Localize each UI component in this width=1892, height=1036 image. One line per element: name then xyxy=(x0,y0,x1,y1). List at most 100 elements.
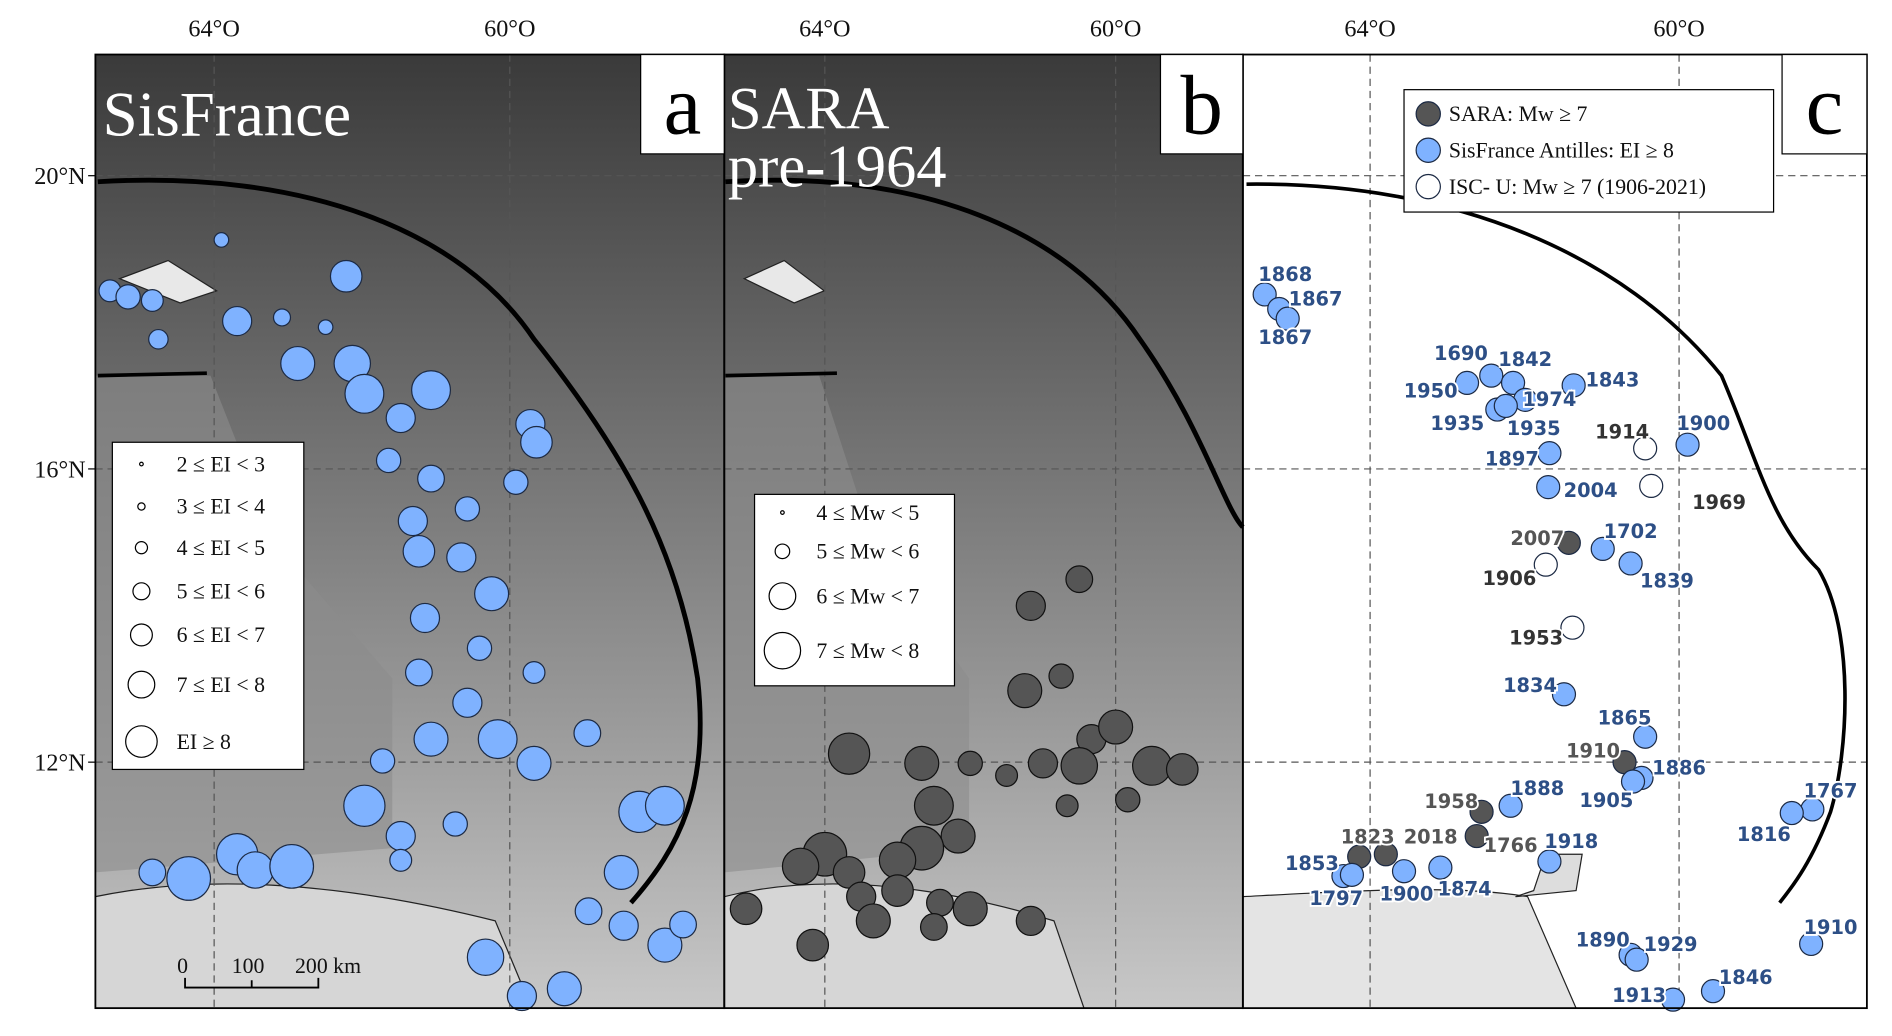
event-circle xyxy=(1533,552,1558,577)
trench xyxy=(1246,182,1847,904)
event-circle xyxy=(878,841,917,880)
event-circle xyxy=(1498,793,1523,818)
land xyxy=(723,883,1085,1009)
event-circle xyxy=(546,971,582,1007)
event-year: 1834 xyxy=(1503,674,1557,697)
event-circle xyxy=(452,687,483,718)
event-circle xyxy=(474,576,510,612)
event-year: 1897 xyxy=(1485,447,1539,470)
latitude-label: 12°N xyxy=(34,750,85,777)
legend-label: 6 ≤ Mw < 7 xyxy=(816,584,919,608)
event-circle xyxy=(1098,709,1134,745)
event-year: 1929 xyxy=(1644,933,1698,956)
event-circle xyxy=(952,891,988,927)
event-year: 1690 xyxy=(1434,342,1488,365)
legend-symbol xyxy=(1415,173,1441,200)
event-circle xyxy=(140,288,164,313)
panel-title: pre-1964 xyxy=(728,134,947,201)
event-year: 1890 xyxy=(1576,928,1630,951)
event-circle xyxy=(148,328,169,350)
scale-bar xyxy=(184,977,320,989)
event-circle xyxy=(644,785,685,826)
event-circle xyxy=(369,748,396,774)
event-year: 1900 xyxy=(1379,882,1433,905)
event-circle xyxy=(466,938,505,977)
legend-label: 7 ≤ EI < 8 xyxy=(177,673,266,697)
event-circle xyxy=(166,856,212,901)
event-year: 1953 xyxy=(1509,627,1563,650)
panel-background xyxy=(1242,54,1867,1009)
event-year: 1888 xyxy=(1510,777,1564,800)
event-circle xyxy=(1048,663,1074,689)
scale-label: 100 xyxy=(232,954,265,978)
event-circle xyxy=(1275,306,1300,331)
event-circle xyxy=(1660,987,1686,1012)
event-circle xyxy=(913,785,954,826)
panel-letter: b xyxy=(1180,58,1222,152)
event-circle xyxy=(1537,849,1562,874)
event-circle xyxy=(647,927,683,963)
event-circle xyxy=(1700,979,1726,1004)
event-circle xyxy=(503,469,529,495)
event-circle xyxy=(940,818,976,854)
legend-label: 4 ≤ Mw < 5 xyxy=(816,501,919,525)
legend-symbol xyxy=(763,631,802,670)
event-circle xyxy=(397,505,428,537)
event-circle xyxy=(1500,370,1526,396)
event-circle xyxy=(442,811,468,837)
panel-frame xyxy=(1241,53,1868,1010)
event-circle xyxy=(669,910,697,939)
event-circle xyxy=(1799,931,1824,957)
event-circle xyxy=(1624,947,1649,972)
event-circle xyxy=(1590,536,1615,562)
event-circle xyxy=(1373,842,1398,867)
event-circle xyxy=(413,721,449,757)
event-year: 1865 xyxy=(1598,707,1652,730)
event-circle xyxy=(1469,799,1494,824)
latitude-label: 16°N xyxy=(34,456,85,483)
scale-label: 0 xyxy=(177,954,188,978)
event-circle xyxy=(1536,474,1561,500)
event-circle xyxy=(926,888,954,917)
event-year: 1842 xyxy=(1498,348,1552,371)
event-circle xyxy=(402,534,436,568)
event-year: 1914 xyxy=(1595,421,1649,444)
event-circle xyxy=(603,854,639,890)
legend-symbol xyxy=(774,543,791,560)
event-circle xyxy=(343,784,386,827)
trench xyxy=(725,177,1245,529)
legend-label: 2 ≤ EI < 3 xyxy=(177,452,266,476)
event-circle xyxy=(329,259,363,293)
event-circle xyxy=(236,851,275,889)
event-circle xyxy=(1551,682,1577,707)
panel-letter: c xyxy=(1806,58,1844,152)
event-circle xyxy=(466,635,493,661)
event-circle xyxy=(385,402,416,434)
event-year: 1900 xyxy=(1676,412,1730,435)
event-circle xyxy=(272,308,292,327)
event-circle xyxy=(1015,905,1046,937)
event-year: 1867 xyxy=(1289,287,1343,310)
legend-symbol xyxy=(127,670,156,699)
event-year: 1816 xyxy=(1737,823,1791,846)
event-circle xyxy=(1779,800,1804,826)
event-circle xyxy=(222,305,253,337)
event-circle xyxy=(213,232,230,248)
event-circle xyxy=(1165,753,1199,786)
legend-symbol xyxy=(134,541,149,555)
event-circle xyxy=(1464,823,1489,849)
event-year: 1935 xyxy=(1430,412,1484,435)
island xyxy=(742,259,826,304)
latitude-label: 20°N xyxy=(34,163,85,190)
legend-label: 6 ≤ EI < 7 xyxy=(177,623,266,647)
event-circle xyxy=(520,425,553,459)
legend-label: SisFrance Antilles: EI ≥ 8 xyxy=(1449,139,1674,163)
event-circle xyxy=(574,897,603,926)
event-circle xyxy=(385,820,416,852)
island xyxy=(1515,853,1583,898)
trench xyxy=(725,371,837,378)
event-circle xyxy=(781,847,820,886)
land xyxy=(94,883,533,1009)
event-circle xyxy=(995,763,1019,787)
event-circle xyxy=(522,660,546,685)
